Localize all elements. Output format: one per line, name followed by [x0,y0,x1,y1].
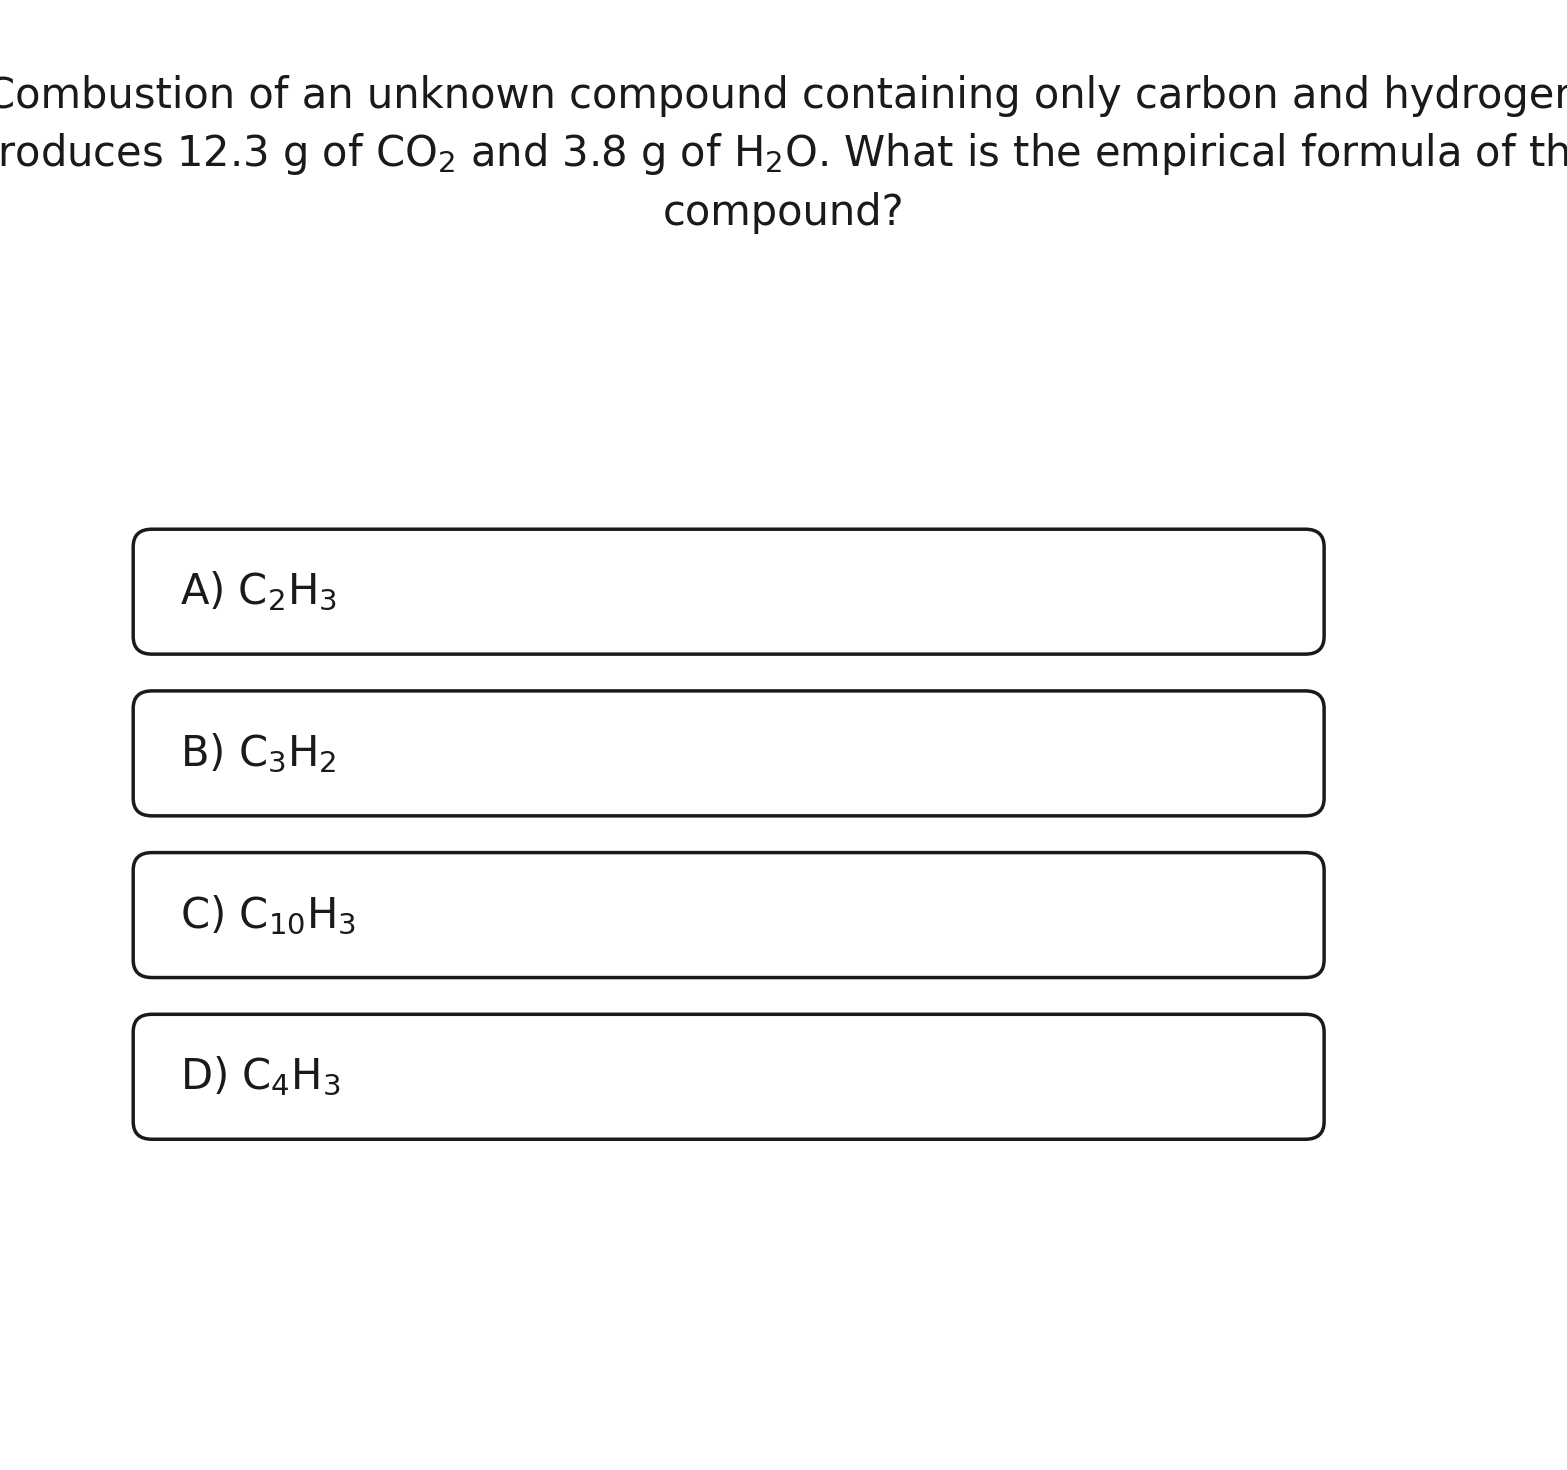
Text: compound?: compound? [663,193,904,234]
Text: C) C$_{10}$H$_3$: C) C$_{10}$H$_3$ [180,894,356,936]
FancyBboxPatch shape [133,853,1324,978]
Text: A) C$_2$H$_3$: A) C$_2$H$_3$ [180,570,337,613]
Text: D) C$_4$H$_3$: D) C$_4$H$_3$ [180,1055,342,1098]
Text: Combustion of an unknown compound containing only carbon and hydrogen: Combustion of an unknown compound contai… [0,75,1567,116]
FancyBboxPatch shape [133,1014,1324,1139]
Text: produces 12.3 g of CO$_2$ and 3.8 g of H$_2$O. What is the empirical formula of : produces 12.3 g of CO$_2$ and 3.8 g of H… [0,131,1567,178]
FancyBboxPatch shape [133,691,1324,816]
FancyBboxPatch shape [133,529,1324,654]
Text: B) C$_3$H$_2$: B) C$_3$H$_2$ [180,732,337,775]
